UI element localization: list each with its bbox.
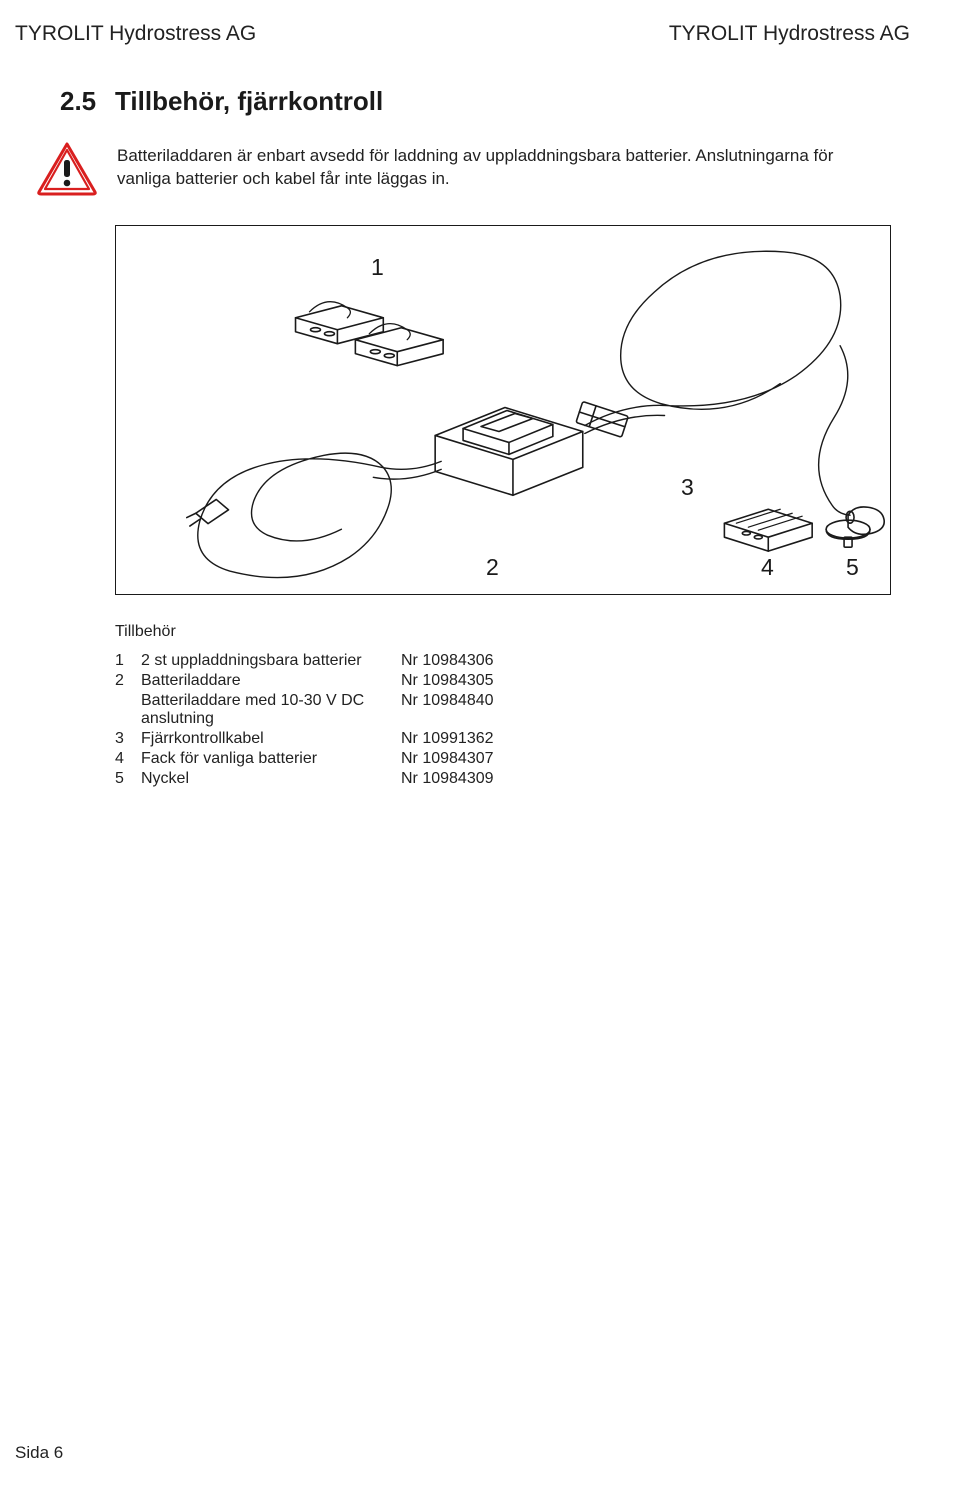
part-index: 5	[115, 769, 141, 789]
header-left: TYROLIT Hydrostress AG	[15, 22, 256, 46]
part-index: 2	[115, 671, 141, 691]
figure-label-2: 2	[486, 554, 499, 581]
warning-text: Batteriladdaren är enbart avsedd för lad…	[117, 145, 837, 197]
part-index	[115, 691, 141, 729]
section-title: Tillbehör, fjärrkontroll	[115, 86, 383, 116]
section-number: 2.5	[60, 86, 96, 117]
warning-icon	[35, 141, 99, 197]
figure-caption: Tillbehör	[115, 623, 900, 641]
main-content: 2.5 Tillbehör, fjärrkontroll Batteriladd…	[0, 46, 960, 789]
table-row: 5 Nyckel Nr 10984309	[115, 769, 494, 789]
part-index: 3	[115, 729, 141, 749]
part-number: Nr 10984840	[401, 691, 494, 729]
part-number: Nr 10984306	[401, 651, 494, 671]
page-header: TYROLIT Hydrostress AG TYROLIT Hydrostre…	[0, 0, 960, 46]
table-row: 4 Fack för vanliga batterier Nr 10984307	[115, 749, 494, 769]
figure-label-3: 3	[681, 474, 694, 501]
table-row: 2 Batteriladdare Nr 10984305	[115, 671, 494, 691]
part-number: Nr 10984307	[401, 749, 494, 769]
figure: 1 2 3 4 5	[115, 225, 891, 595]
figure-drawing	[116, 226, 890, 595]
part-desc: 2 st uppladdningsbara batterier	[141, 651, 401, 671]
part-desc: Batteriladdare	[141, 671, 401, 691]
page-footer: Sida 6	[15, 1443, 63, 1463]
part-number: Nr 10984305	[401, 671, 494, 691]
figure-label-5: 5	[846, 554, 859, 581]
part-desc: Fjärrkontrollkabel	[141, 729, 401, 749]
table-row: Batteriladdare med 10-30 V DC anslutning…	[115, 691, 494, 729]
part-desc: Nyckel	[141, 769, 401, 789]
warning-block: Batteriladdaren är enbart avsedd för lad…	[115, 145, 900, 197]
figure-label-1: 1	[371, 254, 384, 281]
part-index: 4	[115, 749, 141, 769]
part-number: Nr 10984309	[401, 769, 494, 789]
part-desc: Fack för vanliga batterier	[141, 749, 401, 769]
part-index: 1	[115, 651, 141, 671]
parts-table: 1 2 st uppladdningsbara batterier Nr 109…	[115, 651, 494, 789]
table-row: 3 Fjärrkontrollkabel Nr 10991362	[115, 729, 494, 749]
part-number: Nr 10991362	[401, 729, 494, 749]
header-right: TYROLIT Hydrostress AG	[669, 22, 910, 46]
section-heading: 2.5 Tillbehör, fjärrkontroll	[115, 86, 900, 117]
table-row: 1 2 st uppladdningsbara batterier Nr 109…	[115, 651, 494, 671]
part-desc: Batteriladdare med 10-30 V DC anslutning	[141, 691, 401, 729]
figure-label-4: 4	[761, 554, 774, 581]
